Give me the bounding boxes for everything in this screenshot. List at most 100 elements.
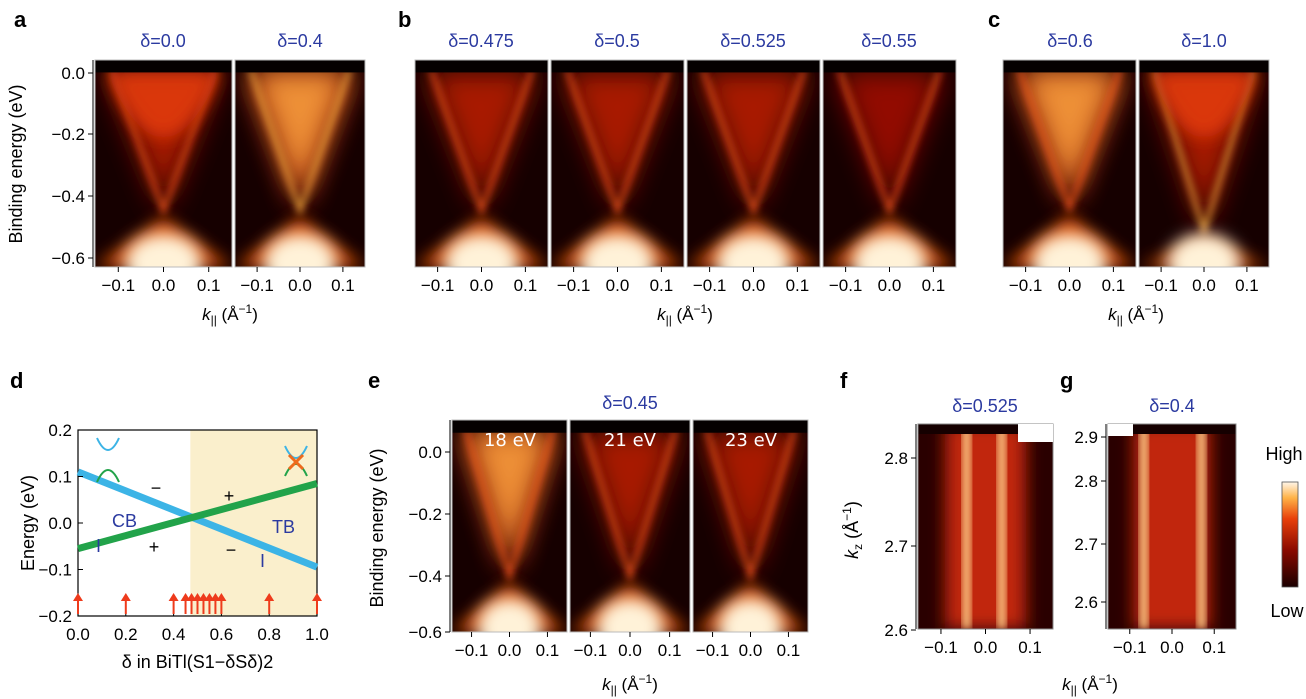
panel-f-k-axis-ticklabel: 0.0: [974, 638, 998, 657]
panel-e-k-axis-ticklabel: 0.0: [618, 641, 642, 660]
sample-marker-head: [216, 593, 227, 601]
panel-b-title: δ=0.55: [861, 31, 917, 51]
panel-g-blank-corner: [1108, 424, 1133, 436]
panel-a-yaxis-ticklabel: −0.4: [51, 187, 85, 206]
upper-cone: [702, 430, 799, 577]
band-glow: [945, 424, 1026, 629]
band-stripe: [1197, 424, 1206, 629]
cone-edge: [463, 429, 556, 584]
panel-g-k-axis-ticklabel: 0.1: [1202, 638, 1226, 657]
row1-k-axis-ticklabel: −0.1: [1144, 276, 1178, 295]
lower-cone-core: [716, 234, 791, 267]
panel-g-map: [1107, 423, 1237, 630]
row1-k-axis-ticklabel: 0.1: [331, 276, 355, 295]
inset-dirac-point: [287, 453, 305, 471]
panel-a-image-0: [94, 59, 233, 268]
panel-d-xticklabel: 1.0: [305, 625, 329, 644]
panel-d-xticklabel: 0.8: [257, 625, 281, 644]
panel-e-ylabel: Binding energy (eV): [367, 448, 387, 607]
upper-cone-bright: [465, 430, 554, 567]
panel-a-ylabel: Binding energy (eV): [6, 84, 26, 243]
topological-band-inset: [284, 445, 308, 477]
trivial-band-inset: [96, 437, 120, 483]
panel-d-yticklabel: 0.0: [48, 514, 72, 533]
row1-k-axis-ticklabel: −0.1: [1009, 276, 1043, 295]
lower-cone-core: [1167, 234, 1241, 267]
panel-a-image-1: [234, 59, 366, 268]
photon-energy-label: 21 eV: [604, 430, 657, 451]
panel-d-ylabel: Energy (eV): [18, 475, 38, 571]
panel-label-a: a: [14, 7, 27, 32]
panel-b-image-2: [686, 59, 821, 268]
row1-k-axis-ticklabel: 0.1: [197, 276, 221, 295]
panel-g-yaxis-ticklabel: 2.8: [1074, 472, 1098, 491]
panel-d-xticklabel: 0.0: [66, 625, 90, 644]
lower-cone-core: [444, 234, 519, 267]
panel-g-yaxis-ticklabel: 2.6: [1074, 593, 1098, 612]
row1-k-axis-ticklabel: 0.0: [1058, 276, 1082, 295]
lower-cone-core: [852, 234, 927, 267]
inset-cb-curve: [284, 445, 308, 459]
upper-cone: [579, 430, 681, 577]
panel-c-image-0: [1002, 59, 1137, 268]
panel-label-d: d: [10, 368, 23, 393]
photon-energy-label: 18 eV: [484, 430, 537, 451]
panel-label-f: f: [840, 368, 848, 393]
tb-gamma-label: I: [260, 551, 265, 571]
panel-e-k-axis-ticklabel: −0.1: [696, 641, 730, 660]
colorbar-low-label: Low: [1270, 601, 1304, 621]
panel-a-xlabel: k|| (Å−1): [202, 302, 258, 327]
upper-cone-bright: [1018, 70, 1121, 199]
panel-e-image-0: [451, 419, 568, 633]
panel-e-xlabel: k|| (Å−1): [602, 672, 658, 697]
sample-marker-head: [168, 593, 179, 601]
cone-edge: [837, 69, 942, 218]
panel-e-k-axis-ticklabel: 0.0: [498, 641, 522, 660]
row1-k-axis-ticklabel: 0.1: [650, 276, 674, 295]
fermi-edge: [1003, 60, 1136, 73]
fermi-edge: [415, 60, 548, 73]
sample-marker-head: [312, 593, 322, 601]
inset-cb-curve: [96, 437, 120, 451]
fermi-edge: [570, 420, 690, 433]
cone-edge: [1152, 69, 1256, 239]
row1-k-axis-ticklabel: 0.0: [878, 276, 902, 295]
row1-k-axis-ticklabel: 0.0: [742, 276, 766, 295]
fermi-edge: [1139, 60, 1269, 73]
top-strip: [1108, 424, 1236, 434]
panel-e-k-axis-ticklabel: −0.1: [574, 641, 608, 660]
panel-a-title: δ=0.4: [277, 31, 323, 51]
lower-cone-core: [580, 234, 655, 267]
panel-c-image-1: [1138, 59, 1270, 268]
cone-edge: [582, 429, 678, 584]
conduction-band: [1149, 70, 1259, 138]
panel-e-yaxis-ticklabel: −0.4: [408, 567, 442, 586]
panel-b-title: δ=0.525: [720, 31, 786, 51]
fermi-edge: [452, 420, 567, 433]
row1-k-axis-ticklabel: 0.0: [470, 276, 494, 295]
band-stripe: [1139, 424, 1148, 629]
photon-energy-label: 23 eV: [725, 430, 778, 451]
panel-f-map: [917, 423, 1054, 630]
panel-e-k-axis-ticklabel: 0.1: [658, 641, 682, 660]
panel-f-k-axis-ticklabel: −0.1: [924, 638, 958, 657]
plus-sign-left: +: [149, 537, 160, 557]
row1-k-axis-ticklabel: 0.1: [1235, 276, 1259, 295]
cb-gamma-label: I: [96, 536, 101, 556]
panel-label-b: b: [398, 7, 411, 32]
upper-cone: [833, 70, 946, 212]
panel-f-yaxis-ticklabel: 2.8: [884, 449, 908, 468]
row1-k-axis-ticklabel: 0.0: [152, 276, 176, 295]
row1-k-axis-ticklabel: −0.1: [557, 276, 591, 295]
minus-sign-left: −: [151, 478, 162, 498]
panel-e-yaxis-ticklabel: −0.6: [408, 623, 442, 642]
panel-d-yticklabel: 0.1: [48, 468, 72, 487]
tb-label: TB: [272, 517, 295, 537]
panel-g-yaxis-ticklabel: 2.9: [1074, 428, 1098, 447]
panel-d-xlabel: δ in BiTl(S1−δSδ)2: [122, 652, 274, 672]
upper-cone: [697, 70, 810, 212]
cb-label: CB: [112, 511, 137, 531]
panel-b-xlabel: k|| (Å−1): [657, 302, 713, 327]
panel-label-e: e: [368, 368, 380, 393]
